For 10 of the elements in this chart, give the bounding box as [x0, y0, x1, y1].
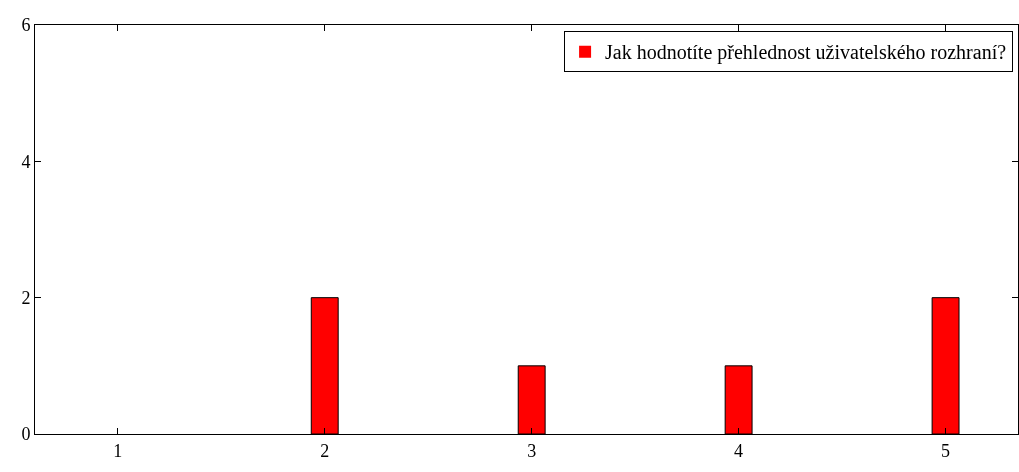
x-tick-label: 4 [734, 440, 744, 461]
x-tick-label: 3 [527, 440, 537, 461]
x-tick-label: 5 [941, 440, 951, 461]
y-tick-label: 0 [21, 424, 31, 445]
x-tick-label: 2 [320, 440, 330, 461]
y-tick-label: 4 [21, 151, 31, 172]
x-tick-label: 1 [113, 440, 123, 461]
y-tick-label: 2 [21, 287, 31, 308]
y-tick-label: 6 [21, 15, 31, 36]
legend-label: Jak hodnotíte přehlednost uživatelského rozhraní? [605, 41, 1007, 65]
